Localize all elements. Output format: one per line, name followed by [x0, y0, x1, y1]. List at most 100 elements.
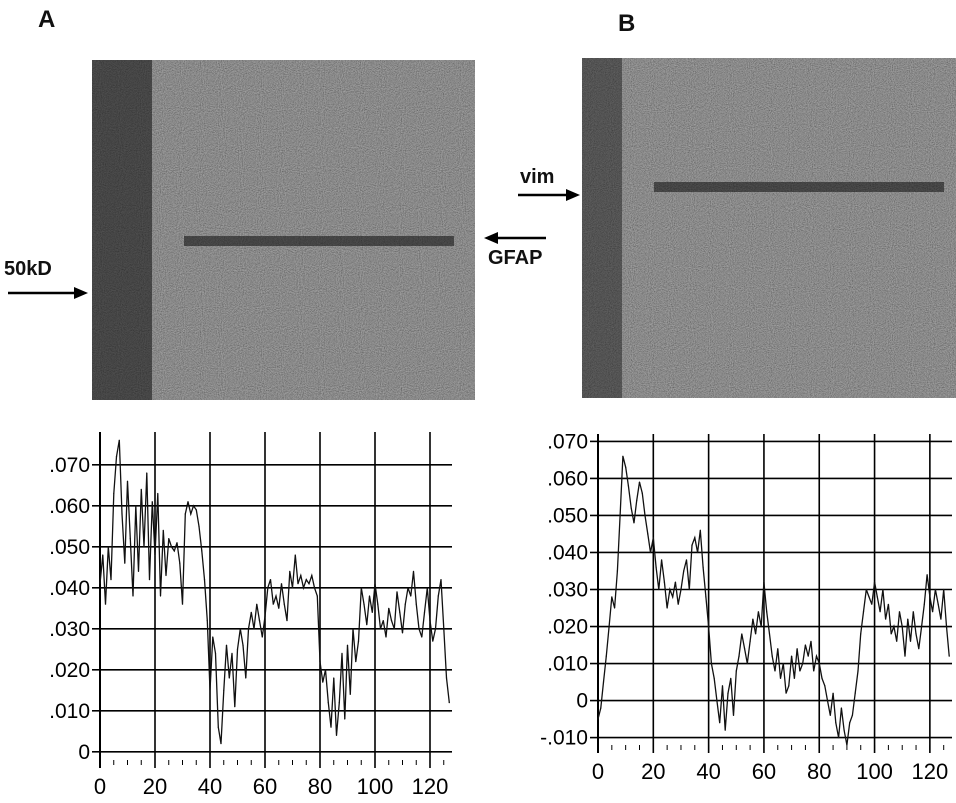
chart-b-data-point: [680, 589, 681, 590]
chart-a-data-point: [141, 489, 142, 490]
chart-a-data-point: [245, 677, 246, 678]
chart-b-data-point: [625, 467, 626, 468]
chart-a-data-point: [160, 595, 161, 596]
chart-b-data-point: [929, 596, 930, 597]
chart-a-y-tick-label: .010: [49, 700, 90, 723]
chart-b-data-point: [727, 693, 728, 694]
chart-b-data-point: [678, 604, 679, 605]
panel-b-letter: B: [618, 10, 635, 38]
chart-a-data-point: [416, 604, 417, 605]
chart-a-data-point: [223, 690, 224, 691]
chart-a-y-tick-label: .040: [49, 577, 90, 600]
chart-b-data-point: [808, 656, 809, 657]
chart-a-data-point: [102, 554, 103, 555]
chart-b-data-point: [655, 567, 656, 568]
chart-b-data-point: [783, 663, 784, 664]
chart-a-y-tick-label: .030: [49, 618, 90, 641]
chart-a-data-point: [407, 587, 408, 588]
chart-a-data-point: [196, 509, 197, 510]
chart-b-x-tick-label: 100: [856, 759, 893, 784]
chart-b-data-point: [697, 552, 698, 553]
chart-b-data-point: [777, 648, 778, 649]
chart-a-data-point: [174, 550, 175, 551]
chart-b-data-point: [667, 607, 668, 608]
chart-b-data-point: [711, 663, 712, 664]
chart-b-data-point: [844, 730, 845, 731]
chart-a-x-tick-label: 0: [94, 774, 106, 799]
chart-b-data-point: [780, 678, 781, 679]
chart-a-data-point: [374, 583, 375, 584]
chart-a-data-point: [449, 702, 450, 703]
chart-b-data-point: [608, 626, 609, 627]
chart-a-data-point: [303, 587, 304, 588]
chart-b-series-line: [598, 456, 949, 745]
chart-a-data-point: [366, 624, 367, 625]
chart-b-data-point: [766, 611, 767, 612]
chart-b-y-tick-label: .060: [547, 467, 588, 490]
chart-a-data-point: [157, 493, 158, 494]
chart-a-data-point: [330, 727, 331, 728]
chart-b-data-point: [719, 722, 720, 723]
chart-b-data-point: [896, 641, 897, 642]
chart-b-data-point: [639, 482, 640, 483]
chart-a-data-point: [344, 718, 345, 719]
chart-b-data-point: [797, 648, 798, 649]
chart-b-data-point: [705, 596, 706, 597]
chart-b-data-point: [741, 633, 742, 634]
chart-b-x-tick-label: 0: [592, 759, 604, 784]
chart-a-data-point: [149, 579, 150, 580]
chart-b-data-point: [733, 715, 734, 716]
chart-b-data-point: [949, 656, 950, 657]
chart-b-data-point: [788, 685, 789, 686]
vim-arrow: [518, 187, 580, 203]
chart-b-data-point: [675, 581, 676, 582]
chart-b-data-point: [761, 626, 762, 627]
chart-b-data-point: [852, 715, 853, 716]
chart-a-data-point: [418, 628, 419, 629]
chart-b-data-point: [907, 619, 908, 620]
chart-a-data-point: [319, 661, 320, 662]
chart-b-data-point: [938, 604, 939, 605]
gel-image-b: [582, 58, 956, 398]
densitometry-plot-b: -.0100.010.020.030.040.050.060.0700 20 40 6…: [520, 418, 956, 803]
chart-a-data-point: [273, 604, 274, 605]
chart-b-data-point: [644, 515, 645, 516]
chart-a-data-point: [427, 587, 428, 588]
chart-b-data-point: [871, 604, 872, 605]
chart-a-data-point: [399, 612, 400, 613]
chart-a-data-point: [237, 649, 238, 650]
chart-b-data-point: [819, 663, 820, 664]
chart-b-data-point: [913, 611, 914, 612]
chart-b-data-point: [921, 626, 922, 627]
chart-b-data-point: [877, 596, 878, 597]
chart-b-data-point: [611, 596, 612, 597]
chart-a-data-point: [119, 440, 120, 441]
chart-a-data-point: [182, 604, 183, 605]
gfap-label: GFAP: [488, 247, 542, 270]
chart-b-data-point: [614, 607, 615, 608]
chart-b-data-point: [750, 641, 751, 642]
chart-b-data-point: [943, 589, 944, 590]
chart-b-data-point: [902, 626, 903, 627]
chart-a-data-point: [240, 628, 241, 629]
chart-a-data-point: [355, 661, 356, 662]
chart-b-data-point: [821, 678, 822, 679]
chart-a-data-point: [440, 579, 441, 580]
chart-b-data-point: [935, 589, 936, 590]
chart-a-data-point: [363, 604, 364, 605]
chart-b-data-point: [747, 663, 748, 664]
chart-a-data-point: [352, 628, 353, 629]
chart-b-data-point: [791, 656, 792, 657]
chart-a-data-point: [413, 571, 414, 572]
chart-b-data-point: [802, 663, 803, 664]
chart-b-data-point: [620, 515, 621, 516]
chart-b-data-point: [653, 537, 654, 538]
chart-a-data-point: [108, 546, 109, 547]
chart-a-data-point: [443, 628, 444, 629]
chart-b-data-point: [628, 485, 629, 486]
chart-b-x-tick-label: 120: [912, 759, 949, 784]
chart-b-data-point: [664, 581, 665, 582]
chart-b-data-point: [631, 507, 632, 508]
chart-b-data-point: [868, 596, 869, 597]
chart-a-data-point: [193, 505, 194, 506]
